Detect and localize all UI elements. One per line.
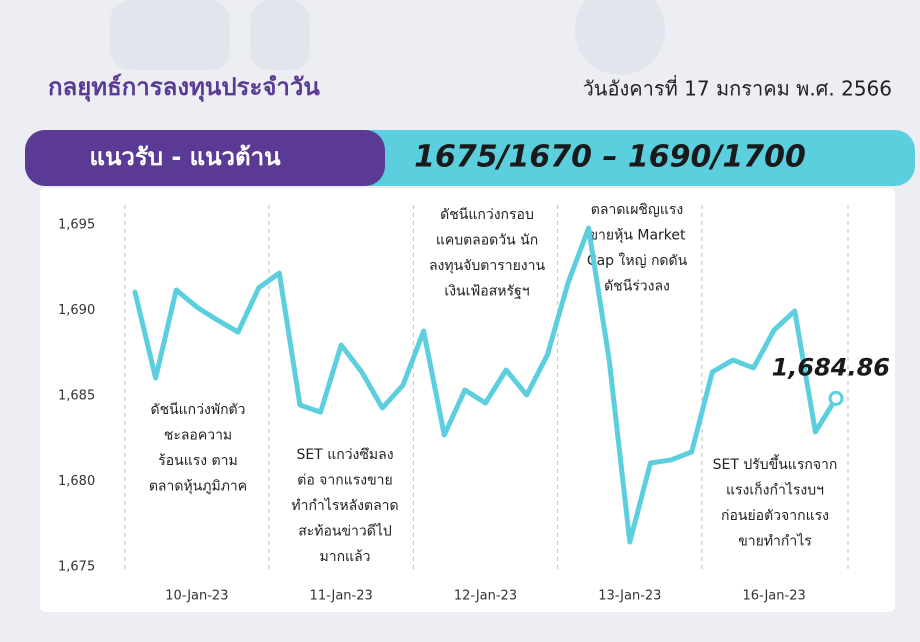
annotation: ต่อ จากแรงขาย [297, 473, 393, 489]
banner-label: แนวรับ - แนวต้าน [90, 143, 282, 171]
x-tick-label: 16-Jan-23 [743, 589, 806, 604]
y-tick-label: 1,685 [58, 389, 95, 404]
annotation: ลงทุนจับตารายงาน [429, 258, 546, 274]
annotation: Cap ใหญ่ กดดัน [587, 252, 688, 269]
annotation: ชะลอความ [164, 428, 232, 444]
annotation: ขายทำกำไร [738, 533, 812, 550]
annotation: สะท้อนข่าวดีไป [298, 523, 392, 540]
line [132, 225, 839, 545]
annotation: ตลาดเผชิญแรง [591, 202, 683, 218]
annotation: แรงเก็งกำไรงบฯ [726, 481, 824, 499]
y-tick-label: 1,680 [58, 474, 95, 489]
annotation: มากแล้ว [319, 549, 370, 565]
end-marker [828, 390, 844, 406]
annotation: ดัชนีร่วงลง [604, 279, 670, 295]
bg-shape [110, 0, 230, 70]
x-tick-label: 11-Jan-23 [310, 589, 373, 604]
date: วันอังคารที่ 17 มกราคม พ.ศ. 2566 [583, 75, 892, 101]
annotation: ขายหุ้น Market [588, 228, 686, 244]
banner-levels: 1675/1670 – 1690/1700 [414, 140, 806, 175]
annotation: ทำกำไรหลังตลาด [291, 497, 398, 514]
annotation: ร้อนแรง ตาม [158, 453, 238, 469]
chart: 1,675 1,680 1,685 1,690 1,695 10-Jan-23 11-Jan… [58, 202, 890, 604]
bg-shape [250, 0, 310, 70]
x-tick-label: 12-Jan-23 [454, 589, 517, 604]
value-label: 1,684.86 [772, 353, 890, 381]
annotation: เงินเฟ้อสหรัฐฯ [444, 284, 529, 300]
annotation: แคบตลอดวัน นัก [436, 233, 538, 249]
x-tick-label: 13-Jan-23 [598, 589, 661, 604]
annotation: SET แกว่งซึมลง [296, 447, 393, 463]
y-tick-label: 1,675 [58, 560, 95, 575]
annotation: ดัชนีแกว่งกรอบ [440, 207, 534, 223]
annotation: ดัชนีแกว่งพักตัว [150, 402, 245, 418]
annotation: ตลาดหุ้นภูมิภาค [149, 479, 247, 495]
x-tick-label: 10-Jan-23 [165, 589, 228, 604]
title: กลยุทธ์การลงทุนประจำวัน [48, 73, 320, 103]
y-tick-label: 1,695 [58, 218, 95, 233]
y-tick-label: 1,690 [58, 303, 95, 318]
annotation: ก่อนย่อตัวจากแรง [721, 508, 829, 524]
bg-shape [575, 0, 665, 75]
annotation: SET ปรับขึ้นแรกจาก [713, 454, 838, 473]
banner-left [25, 130, 385, 186]
